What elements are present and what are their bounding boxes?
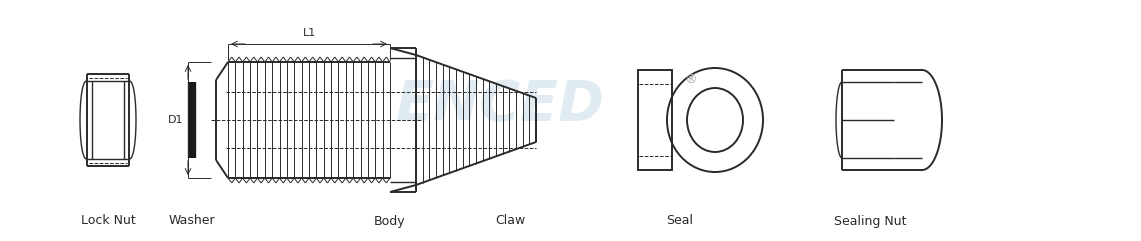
Text: ®: ® [683, 74, 696, 87]
Text: L1: L1 [302, 28, 316, 38]
Text: Washer: Washer [169, 214, 216, 228]
Text: Claw: Claw [495, 214, 525, 228]
Text: Lock Nut: Lock Nut [81, 214, 136, 228]
Text: Sealing Nut: Sealing Nut [834, 214, 906, 228]
Text: D1: D1 [168, 115, 183, 125]
Text: Seal: Seal [666, 214, 694, 228]
Text: ENCED: ENCED [396, 78, 605, 132]
Text: Body: Body [374, 214, 406, 228]
Bar [638, 70, 672, 170]
